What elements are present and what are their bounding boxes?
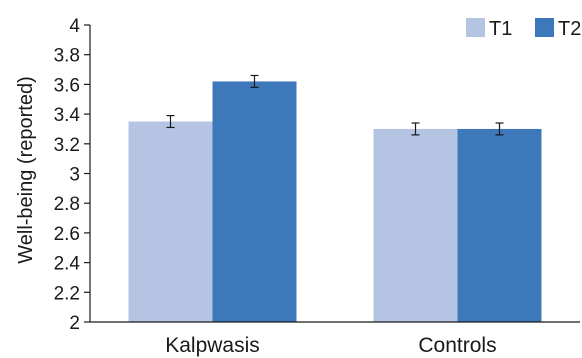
x-axis: Kalpwasis Controls (90, 321, 580, 357)
y-tick-label: 2 (69, 313, 80, 334)
y-tick-label: 3.4 (54, 105, 81, 126)
x-category-label: Kalpwasis (165, 334, 260, 357)
error-bar (411, 122, 420, 136)
y-tick-label: 2.6 (54, 224, 80, 245)
error-bar (495, 122, 504, 136)
y-tick-label: 3.8 (54, 46, 80, 67)
bar-t2-kalpwasis (212, 81, 297, 323)
legend-label: T1 (489, 18, 512, 40)
error-bars (166, 74, 504, 136)
y-tick-label: 3.2 (54, 135, 80, 156)
y-axis-label: Well-being (reported) (15, 76, 37, 264)
error-bar (166, 114, 175, 129)
x-category-label: Controls (418, 334, 496, 357)
bars (128, 81, 542, 323)
legend-item-t1: T1 (466, 18, 512, 40)
legend-label: T2 (558, 18, 581, 40)
y-tick-label: 3.6 (54, 75, 80, 96)
legend-swatch (535, 18, 554, 37)
error-bar (250, 74, 259, 88)
y-axis: 2 2.2 2.4 2.6 2.8 3 3.2 3.4 3.6 3.8 4 (54, 16, 91, 334)
y-tick-label: 2.4 (54, 254, 81, 275)
legend: T1 T2 (466, 18, 581, 40)
y-tick-label: 2.2 (54, 283, 80, 304)
y-tick-label: 2.8 (54, 194, 80, 215)
bar-t1-controls (373, 128, 458, 322)
bar-t2-controls (457, 128, 542, 322)
legend-swatch (466, 18, 485, 37)
y-tick-label: 3 (69, 165, 80, 186)
legend-item-t2: T2 (535, 18, 581, 40)
bar-t1-kalpwasis (128, 121, 213, 323)
y-tick-label: 4 (69, 16, 80, 37)
